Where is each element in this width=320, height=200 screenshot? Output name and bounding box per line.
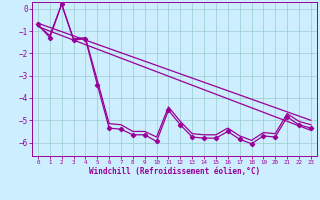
X-axis label: Windchill (Refroidissement éolien,°C): Windchill (Refroidissement éolien,°C) (89, 167, 260, 176)
